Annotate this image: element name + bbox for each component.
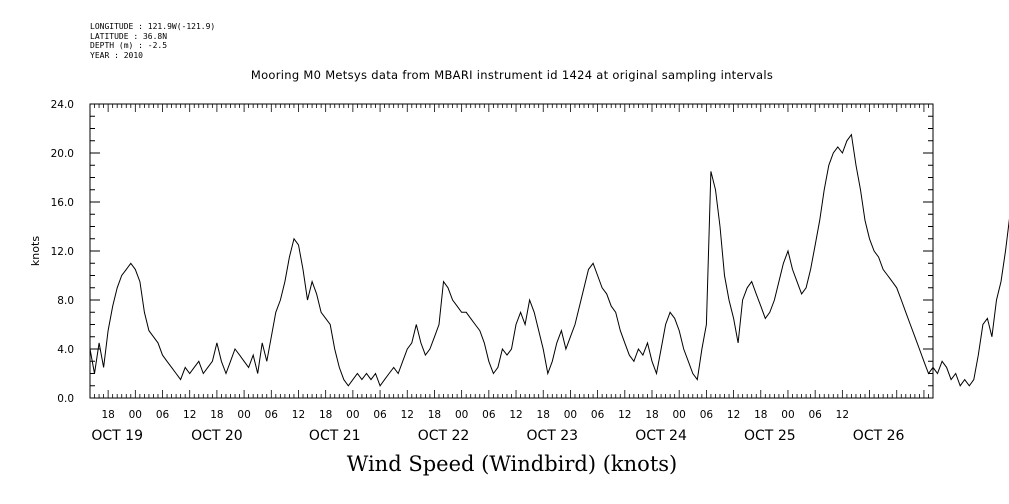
x-hour-tick-label: 00 [129,409,142,421]
x-hour-tick-label: 06 [265,409,279,421]
x-hour-tick-label: 00 [237,409,250,421]
x-hour-tick-label: 06 [482,409,496,421]
x-hour-tick-label: 18 [537,409,550,421]
x-day-label: OCT 19 [91,428,143,444]
x-day-label: OCT 26 [853,428,905,444]
x-day-label: OCT 21 [309,428,361,444]
y-tick-label: 12.0 [51,246,74,258]
x-hour-tick-label: 12 [618,409,631,421]
x-hour-tick-label: 18 [754,409,767,421]
y-tick-label: 24.0 [51,99,74,111]
metadata-block: LONGITUDE : 121.9W(-121.9) LATITUDE : 36… [90,22,215,60]
x-hour-tick-label: 18 [428,409,441,421]
y-axis-label: knots [29,236,42,266]
x-day-label: OCT 20 [191,428,243,444]
x-hour-tick-label: 00 [564,409,577,421]
x-hour-tick-label: 18 [319,409,332,421]
x-hour-tick-label: 00 [673,409,686,421]
x-day-label: OCT 24 [635,428,687,444]
x-hour-tick-label: 00 [781,409,794,421]
x-hour-tick-label: 12 [401,409,414,421]
x-hour-tick-label: 12 [292,409,305,421]
x-axis: 18 00 06 12 18 00 06 12 18 00 06 12 18 00 06 12 18 00 06 12… [89,104,934,444]
x-hour-tick-label: 12 [509,409,522,421]
x-day-label: OCT 25 [744,428,796,444]
x-hour-tick-label: 06 [591,409,605,421]
meta-depth: DEPTH (m) : -2.5 [90,41,168,50]
y-tick-label: 20.0 [51,148,74,160]
x-day-label: OCT 22 [418,428,470,444]
x-hour-tick-label: 06 [373,409,387,421]
meta-year: YEAR : 2010 [90,50,143,60]
y-tick-label: 4.0 [57,344,74,356]
x-hour-tick-label: 06 [156,409,170,421]
meta-latitude: LATITUDE : 36.8N [90,31,168,41]
y-tick-label: 8.0 [57,295,74,307]
series-line-wind-speed [89,133,1009,387]
x-hour-tick-label: 00 [455,409,468,421]
x-hour-tick-label: 06 [808,409,822,421]
x-hour-tick-label: 12 [727,409,740,421]
x-hour-tick-label: 12 [183,409,196,421]
variable-title: Wind Speed (Windbird) (knots) [346,452,678,476]
y-tick-label: 0.0 [57,393,74,405]
x-hour-tick-label: 18 [645,409,658,421]
y-tick-label: 16.0 [51,197,74,209]
x-hour-tick-label: 18 [101,409,114,421]
x-hour-tick-label: 00 [346,409,359,421]
x-hour-tick-label: 12 [836,409,849,421]
meta-longitude: LONGITUDE : 121.9W(-121.9) [90,22,216,31]
x-hour-tick-label: 18 [210,409,223,421]
y-axis: 0.0 4.0 8.0 12.0 16.0 20.0 24.0 [51,99,933,405]
x-day-label: OCT 23 [526,428,578,444]
plot-frame [89,103,934,399]
chart-title: Mooring M0 Metsys data from MBARI instru… [250,68,774,82]
x-hour-tick-label: 06 [700,409,714,421]
series-group [89,133,1009,387]
